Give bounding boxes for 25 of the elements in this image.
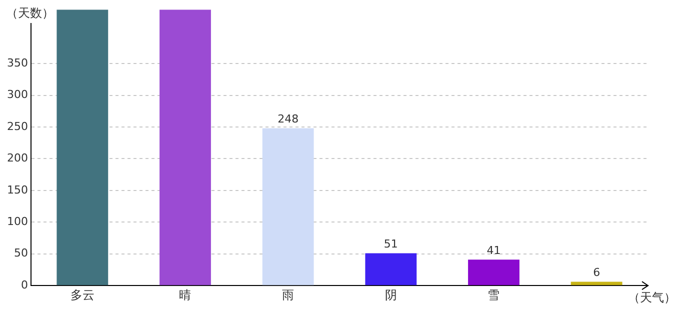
x-axis-title: （天气）	[628, 290, 676, 305]
y-tick-label: 100	[6, 215, 28, 228]
data-label: 6	[593, 266, 600, 280]
data-label: 248	[278, 112, 299, 126]
bar	[570, 282, 622, 286]
y-tick-label: 200	[6, 152, 28, 165]
bar	[160, 10, 211, 286]
y-axis-title: （天数）	[6, 6, 54, 20]
y-tick-label: 150	[6, 183, 28, 196]
data-label: 51	[384, 238, 398, 251]
x-tick-label: 阴	[384, 288, 397, 302]
x-tick-label: 雨	[282, 288, 294, 302]
bar	[468, 260, 520, 286]
y-tick-label: 250	[6, 120, 28, 133]
x-tick-label: 晴	[179, 288, 192, 302]
bar	[56, 10, 108, 286]
x-tick-label: 多云	[70, 288, 94, 302]
y-tick-label: 350	[6, 56, 28, 70]
y-tick-label: 50	[14, 246, 28, 260]
data-label: 41	[486, 244, 501, 257]
bar	[262, 128, 314, 286]
bar	[365, 253, 417, 286]
x-tick-label: 雪	[488, 288, 500, 302]
y-tick-label: 300	[6, 88, 28, 102]
y-tick-label: 0	[20, 278, 28, 292]
